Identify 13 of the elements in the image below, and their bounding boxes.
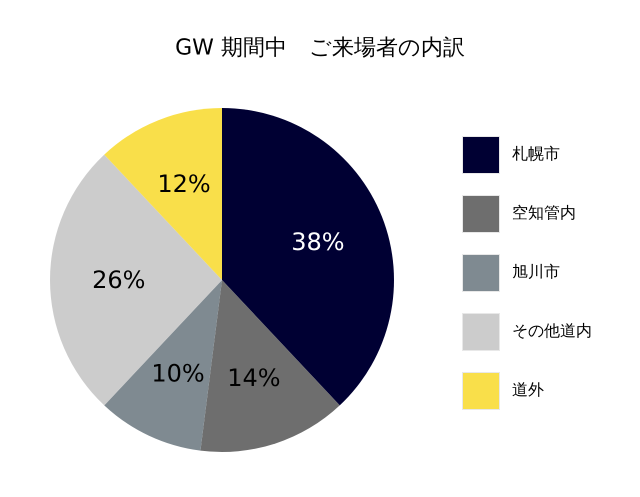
legend-label: 札幌市 [512, 144, 560, 165]
data-label: 12% [157, 170, 211, 198]
data-label: 10% [151, 359, 205, 388]
data-label: 38% [291, 228, 345, 256]
pie-slice [50, 154, 222, 406]
data-label: 26% [92, 266, 146, 294]
data-label: 14% [227, 364, 281, 392]
chart-title: GW 期間中 ご来場者の内訳 [175, 36, 465, 60]
pie-slice [222, 108, 394, 406]
legend-label: 旭川市 [512, 262, 560, 283]
legend-label: 空知管内 [512, 203, 576, 224]
legend-label: 道外 [512, 380, 544, 401]
legend-label: その他道内 [512, 321, 592, 342]
